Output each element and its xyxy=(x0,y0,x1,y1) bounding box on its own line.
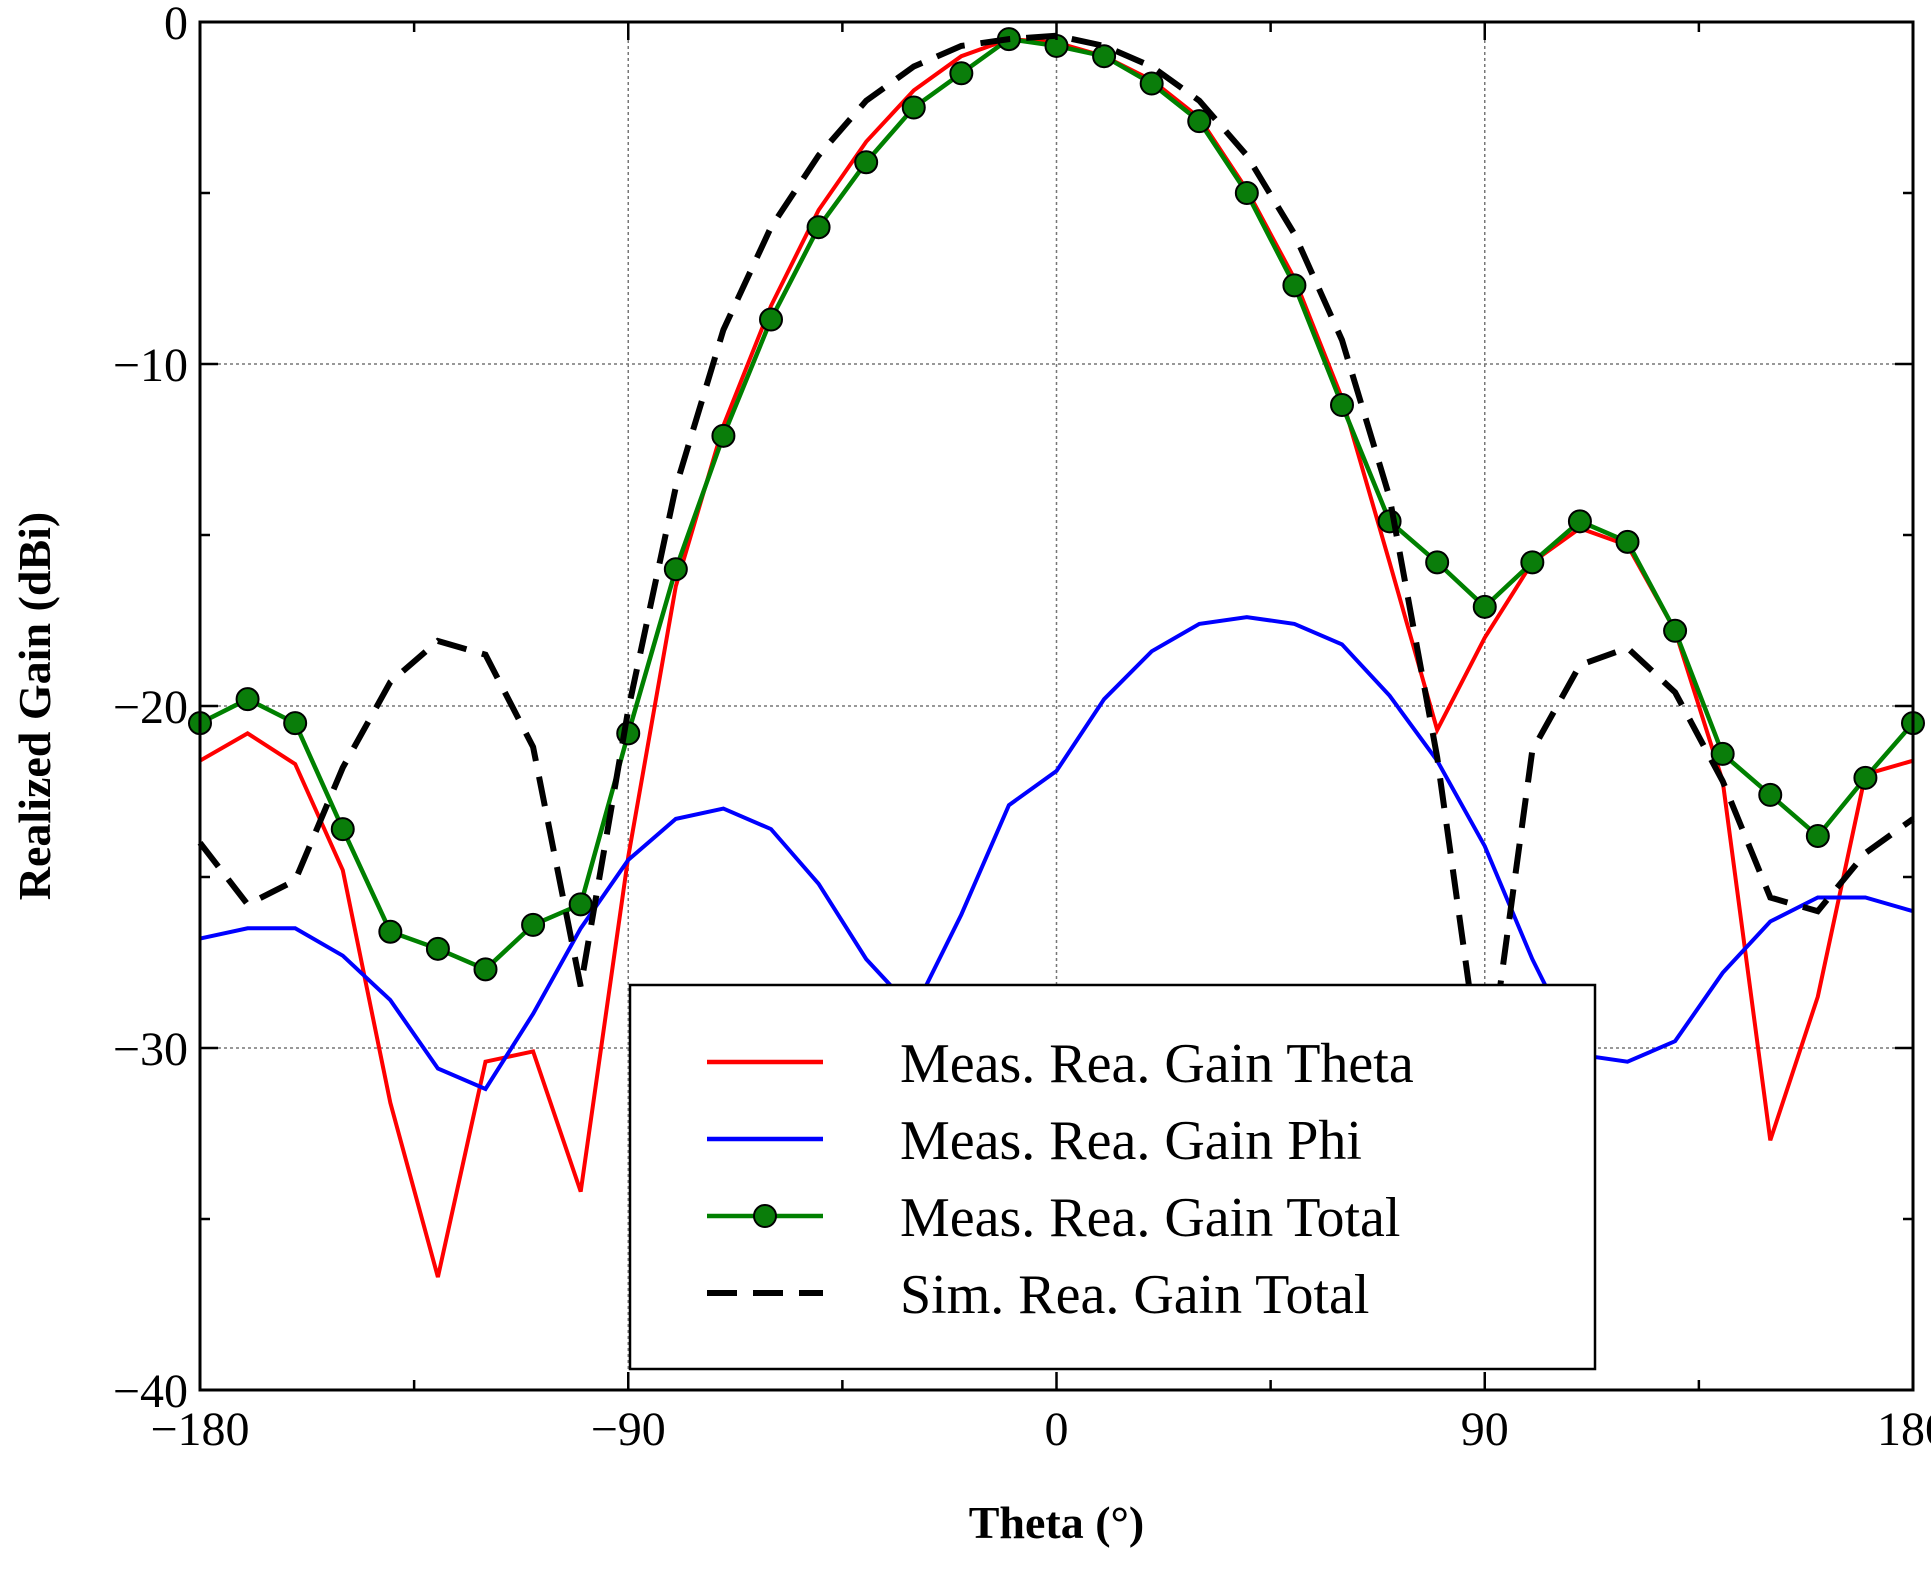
series-line-3 xyxy=(197,32,1915,1100)
series-point-2 xyxy=(949,61,974,86)
legend-box xyxy=(628,983,1597,1371)
series-point-2 xyxy=(330,817,355,842)
series-line-1 xyxy=(199,615,1914,1092)
series-point-2 xyxy=(521,912,546,937)
series-point-2 xyxy=(1758,782,1783,807)
y-tick-label: −30 xyxy=(113,1023,188,1076)
series-point-2 xyxy=(283,711,308,736)
series-point-2 xyxy=(1330,393,1354,418)
series-point-2 xyxy=(1472,594,1497,619)
legend-marker-2 xyxy=(753,1204,777,1228)
series-point-2 xyxy=(235,687,260,712)
series-point-2 xyxy=(568,892,593,917)
series-point-2 xyxy=(1139,71,1164,96)
legend-entries: Meas. Rea. Gain Theta Meas. Rea. Gain Phi… xyxy=(707,1033,1414,1326)
legend-label-1: Meas. Rea. Gain Phi xyxy=(900,1110,1362,1172)
x-tick-label: 90 xyxy=(1461,1403,1509,1456)
x-axis-title: Theta (°) xyxy=(969,1497,1145,1548)
series-point-2 xyxy=(1710,741,1735,766)
series-point-2 xyxy=(711,423,736,448)
series-point-2 xyxy=(1234,181,1259,205)
y-tick-label: −10 xyxy=(113,339,188,392)
series-point-2 xyxy=(1567,509,1592,534)
tick-labels: −180 −90 0 90 180 −40 −30 −20 −10 0 xyxy=(113,0,1931,1456)
series-point-2 xyxy=(378,919,403,944)
series-point-2 xyxy=(425,936,450,961)
legend-label-0: Meas. Rea. Gain Theta xyxy=(900,1033,1414,1095)
series-point-2 xyxy=(854,150,879,175)
series-point-2 xyxy=(1425,550,1450,575)
x-tick-label: 0 xyxy=(1045,1403,1069,1456)
series-point-2 xyxy=(1663,618,1688,643)
legend: Meas. Rea. Gain Theta Meas. Rea. Gain Phi… xyxy=(628,983,1597,1371)
series-point-2 xyxy=(1187,109,1212,134)
y-tick-label: 0 xyxy=(164,0,188,50)
series-point-2 xyxy=(1805,823,1830,848)
series-point-2 xyxy=(806,215,831,240)
x-tick-label: −90 xyxy=(591,1403,666,1456)
series-point-2 xyxy=(473,957,498,982)
legend-label-3: Sim. Rea. Gain Total xyxy=(900,1264,1369,1326)
y-tick-label: −20 xyxy=(113,681,188,734)
series-point-2 xyxy=(1092,44,1117,69)
series-point-2 xyxy=(759,307,783,332)
y-axis-title: Realized Gain (dBi) xyxy=(9,512,60,900)
legend-label-2: Meas. Rea. Gain Total xyxy=(900,1187,1400,1249)
x-tick-label: 180 xyxy=(1877,1403,1931,1456)
series-point-2 xyxy=(901,95,926,120)
series-point-2 xyxy=(663,557,688,582)
axis-ticks xyxy=(198,20,1915,1392)
x-tick-label: −180 xyxy=(150,1403,249,1456)
series-point-2 xyxy=(1853,765,1878,790)
y-tick-label: −40 xyxy=(113,1365,188,1418)
series-point-2 xyxy=(1282,273,1307,298)
series-point-2 xyxy=(1615,529,1640,554)
markers-layer xyxy=(188,27,1925,982)
series-point-2 xyxy=(1520,550,1545,575)
